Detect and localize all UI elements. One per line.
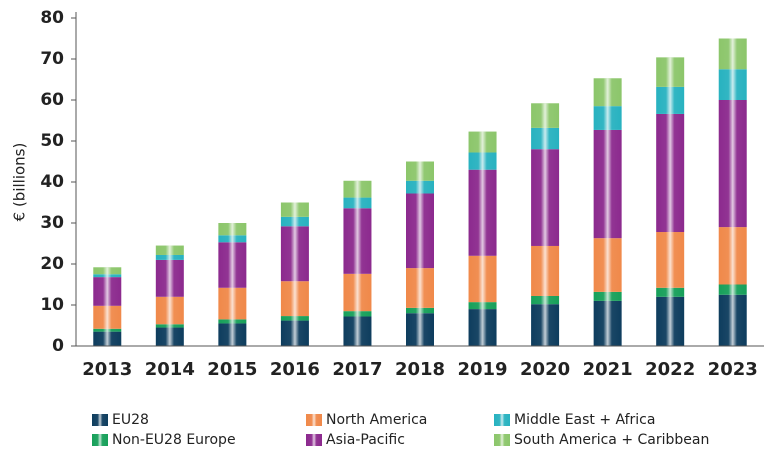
y-tick-label: 10 bbox=[40, 295, 64, 315]
legend-shine bbox=[306, 414, 322, 426]
bar-shine bbox=[280, 202, 309, 346]
y-tick-label: 60 bbox=[40, 90, 64, 110]
y-tick-label: 30 bbox=[40, 213, 64, 233]
x-tick-label: 2018 bbox=[395, 359, 445, 380]
x-tick-label: 2019 bbox=[457, 359, 507, 380]
x-tick-label: 2014 bbox=[145, 359, 195, 380]
x-tick-label: 2015 bbox=[207, 359, 257, 380]
x-tick-label: 2013 bbox=[82, 359, 132, 380]
legend-label: North America bbox=[326, 412, 427, 428]
bar-shine bbox=[718, 38, 747, 346]
bar-shine bbox=[218, 223, 247, 346]
legend-shine bbox=[494, 414, 510, 426]
bar-shine bbox=[593, 78, 622, 347]
x-tick-label: 2017 bbox=[332, 359, 382, 380]
legend-shine bbox=[92, 414, 108, 426]
y-tick-label: 70 bbox=[40, 49, 64, 69]
y-axis-label: € (billions) bbox=[11, 143, 29, 222]
legend-label: EU28 bbox=[112, 412, 149, 428]
legend-shine bbox=[494, 434, 510, 446]
legend-shine bbox=[306, 434, 322, 446]
x-tick-label: 2021 bbox=[583, 359, 633, 380]
legend-label: South America + Caribbean bbox=[514, 432, 709, 448]
y-tick-label: 0 bbox=[52, 336, 64, 356]
bar-shine bbox=[93, 267, 122, 346]
legend-label: Middle East + Africa bbox=[514, 412, 655, 428]
y-tick-label: 40 bbox=[40, 172, 64, 192]
bar-shine bbox=[531, 103, 560, 346]
bar-shine bbox=[656, 57, 685, 347]
legend-shine bbox=[92, 434, 108, 446]
y-tick-label: 80 bbox=[40, 8, 64, 28]
x-tick-label: 2020 bbox=[520, 359, 570, 380]
legend-label: Non-EU28 Europe bbox=[112, 432, 236, 448]
y-tick-label: 20 bbox=[40, 254, 64, 274]
bar-shine bbox=[343, 180, 372, 346]
bar-shine bbox=[406, 161, 434, 346]
bar-shine bbox=[468, 131, 497, 346]
y-tick-label: 50 bbox=[40, 131, 64, 151]
x-tick-label: 2016 bbox=[270, 359, 320, 380]
bar-shine bbox=[155, 245, 184, 346]
x-tick-label: 2023 bbox=[708, 359, 758, 380]
x-tick-label: 2022 bbox=[645, 359, 695, 380]
legend-label: Asia-Pacific bbox=[326, 432, 405, 448]
